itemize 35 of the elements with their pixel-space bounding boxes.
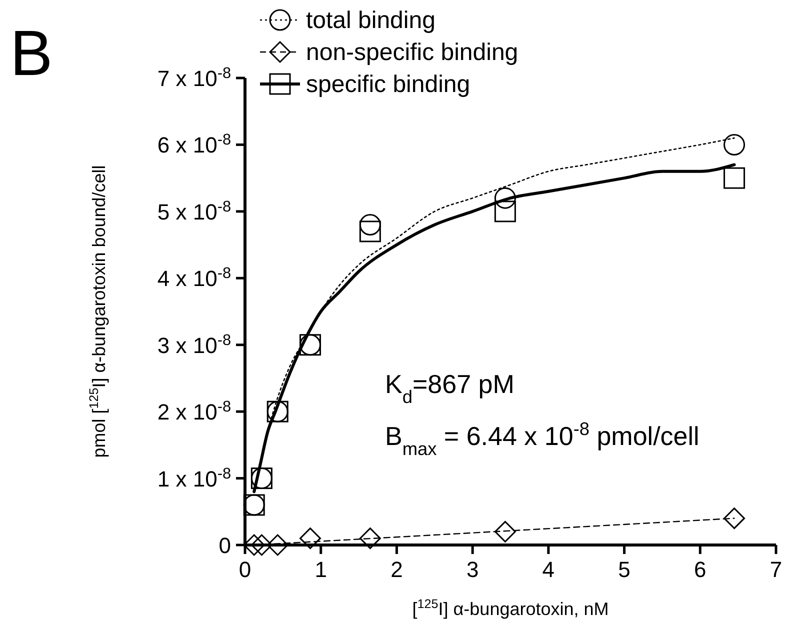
y-tick-label: 5 x 10$^{-8}$ <box>157 198 231 224</box>
annotation: B$_{max}$ = 6.44 x 10$^{-8}$ pmol/cell <box>385 419 700 459</box>
point <box>494 200 516 222</box>
legend-label: specific binding <box>306 71 470 98</box>
legend-label: non-specific binding <box>306 39 518 66</box>
x-tick-label: 5 <box>618 557 630 582</box>
x-tick-label: 4 <box>542 557 555 582</box>
text: B <box>10 17 53 89</box>
point <box>250 534 272 556</box>
x-tick-label: 3 <box>466 557 479 582</box>
point <box>494 187 516 209</box>
y-tick-label: 1 x 10$^{-8}$ <box>157 464 231 492</box>
x-tick-label: 1 <box>314 557 327 582</box>
y-tick-label: 3 x 10$^{-8}$ <box>157 331 231 358</box>
point <box>359 214 381 236</box>
annotation: K$_{d}$=867 pM <box>385 369 514 407</box>
legend-label: total binding <box>306 7 436 34</box>
x-tick-label: 7 <box>770 557 782 582</box>
y-tick-label: 4 x 10$^{-8}$ <box>157 264 231 292</box>
y-tick-label: 2 x 10$^{-8}$ <box>157 398 231 425</box>
point <box>724 167 746 189</box>
y-tick-label: 0 <box>218 533 231 558</box>
x-tick-label: 2 <box>390 557 403 582</box>
point <box>299 528 321 550</box>
x-tick-label: 6 <box>694 557 706 582</box>
point <box>724 508 746 530</box>
point <box>266 534 288 556</box>
y-tick-label: 7 x 10$^{-8}$ <box>157 64 231 91</box>
point <box>359 220 381 242</box>
x-tick-label: 0 <box>238 557 252 582</box>
point <box>724 134 746 156</box>
point <box>494 520 516 542</box>
point <box>359 528 381 550</box>
x-axis-title: [$^{125}$I] α-bungarotoxin, nM <box>412 597 609 619</box>
y-tick-label: 6 x 10$^{-8}$ <box>157 131 231 158</box>
